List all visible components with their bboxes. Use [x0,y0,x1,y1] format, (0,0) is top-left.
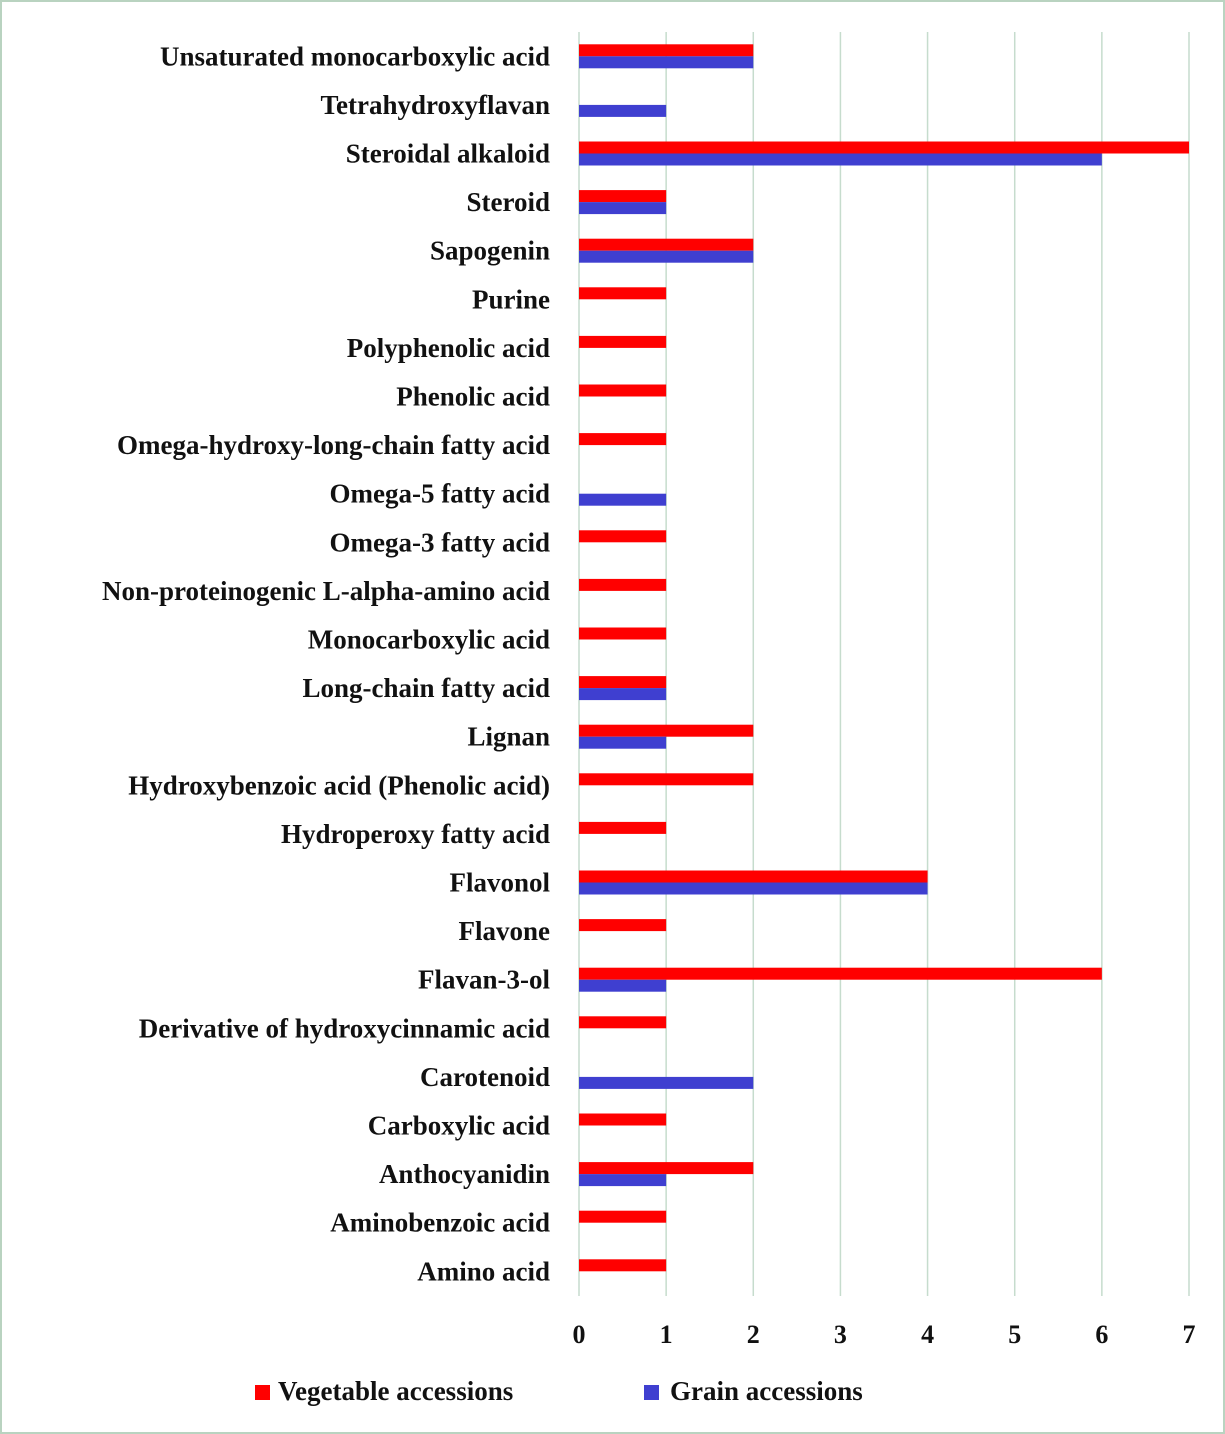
category-label: Amino acid [417,1256,550,1286]
category-label: Anthocyanidin [379,1159,550,1189]
bar-vegetable-carboxylic-acid [579,1113,667,1126]
bar-grain-flavan-3-ol [579,979,667,992]
category-label: Carboxylic acid [368,1111,550,1141]
bar-grain-sapogenin [579,250,754,263]
category-label: Hydroperoxy fatty acid [281,819,550,849]
category-label: Omega-5 fatty acid [330,479,550,509]
bar-vegetable-amino-acid [579,1259,667,1272]
category-label: Steroid [466,187,550,217]
bar-grain-anthocyanidin [579,1174,667,1187]
legend-swatch-vegetable-accessions [255,1385,270,1400]
bar-vegetable-omega-3-fatty-acid [579,530,667,543]
category-label: Purine [472,284,550,314]
legend-label-vegetable-accessions: Vegetable accessions [278,1376,513,1406]
x-tick-label: 2 [747,1320,760,1349]
category-label: Sapogenin [430,236,550,266]
category-label: Aminobenzoic acid [330,1208,550,1238]
x-tick-label: 6 [1095,1320,1108,1349]
bar-grain-carotenoid [579,1076,754,1089]
category-label: Omega-3 fatty acid [330,527,550,557]
category-label: Flavan-3-ol [418,965,550,995]
x-tick-label: 5 [1008,1320,1021,1349]
category-label: Derivative of hydroxycinnamic acid [139,1013,550,1043]
category-label: Unsaturated monocarboxylic acid [160,41,550,71]
category-label: Lignan [467,722,550,752]
bar-grain-steroid [579,202,667,215]
category-label: Omega-hydroxy-long-chain fatty acid [117,430,550,460]
bar-vegetable-anthocyanidin [579,1162,754,1175]
bar-grain-unsaturated-monocarboxylic-acid [579,56,754,69]
legend-swatch-grain-accessions [644,1385,659,1400]
bar-vegetable-steroid [579,190,667,203]
bar-vegetable-hydroperoxy-fatty-acid [579,821,667,834]
bar-grain-long-chain-fatty-acid [579,688,667,701]
category-label: Monocarboxylic acid [308,625,550,655]
bar-vegetable-lignan [579,724,754,737]
bar-vegetable-sapogenin [579,238,754,251]
bars [579,44,1189,1272]
category-label: Long-chain fatty acid [302,673,550,703]
bar-vegetable-monocarboxylic-acid [579,627,667,640]
bar-vegetable-flavan-3-ol [579,967,1102,980]
legend-label-grain-accessions: Grain accessions [670,1376,863,1406]
x-tick-label: 4 [921,1320,934,1349]
bar-vegetable-hydroxybenzoic-acid-phenolic-acid [579,773,754,786]
category-label: Flavone [459,916,551,946]
bar-vegetable-flavonol [579,870,928,883]
bar-vegetable-polyphenolic-acid [579,335,667,348]
legend: Vegetable accessions Grain accessions [255,1376,863,1406]
bar-vegetable-purine [579,287,667,300]
category-label: Flavonol [449,868,550,898]
x-tick-label: 1 [660,1320,673,1349]
category-label: Tetrahydroxyflavan [320,90,550,120]
x-tick-label: 3 [834,1320,847,1349]
bar-grain-lignan [579,736,667,749]
x-tick-label: 0 [573,1320,586,1349]
bar-vegetable-long-chain-fatty-acid [579,676,667,689]
category-label: Hydroxybenzoic acid (Phenolic acid) [128,770,550,800]
bar-vegetable-non-proteinogenic-l-alpha-amino-acid [579,578,667,591]
category-label: Steroidal alkaloid [346,139,550,169]
bar-grain-omega-5-fatty-acid [579,493,667,506]
category-label: Carotenoid [420,1062,550,1092]
bar-vegetable-derivative-of-hydroxycinnamic-acid [579,1016,667,1029]
bar-vegetable-flavone [579,919,667,932]
bar-vegetable-omega-hydroxy-long-chain-fatty-acid [579,433,667,446]
bar-grain-flavonol [579,882,928,895]
bar-vegetable-steroidal-alkaloid [579,141,1189,154]
bar-grain-tetrahydroxyflavan [579,104,667,117]
gridlines [578,32,1190,1296]
category-label: Polyphenolic acid [347,333,550,363]
x-axis-ticks: 0 1 2 3 4 5 6 7 [573,1320,1196,1349]
bar-grain-steroidal-alkaloid [579,153,1102,166]
category-labels: Unsaturated monocarboxylic acid Tetrahydr… [102,41,551,1286]
bar-vegetable-phenolic-acid [579,384,667,397]
bar-vegetable-unsaturated-monocarboxylic-acid [579,44,754,57]
category-label: Phenolic acid [396,382,550,412]
x-tick-label: 7 [1183,1320,1196,1349]
bar-vegetable-aminobenzoic-acid [579,1210,667,1223]
category-label: Non-proteinogenic L-alpha-amino acid [102,576,550,606]
